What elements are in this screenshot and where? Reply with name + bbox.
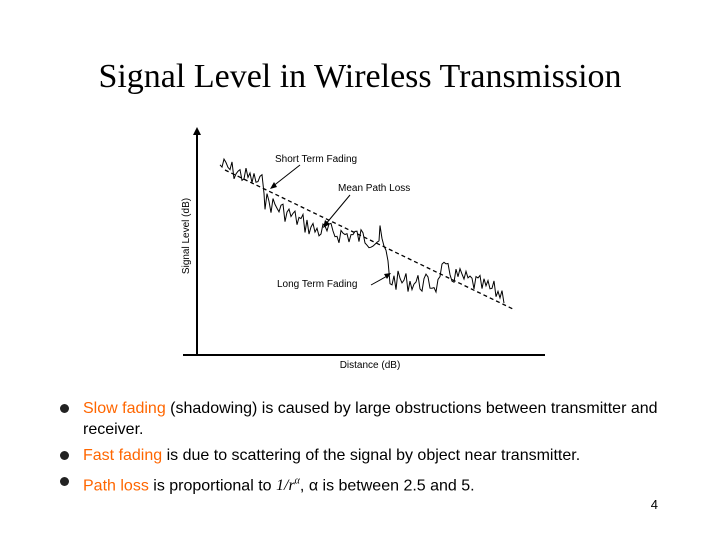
page-number: 4 [650,497,658,512]
annotation-short-term-fading: Short Term Fading [275,154,357,165]
y-axis-label: Signal Level (dB) [181,198,192,274]
short-term-arrowhead [270,182,277,189]
bullet-fast-fading: Fast fading is due to scattering of the … [60,445,660,466]
long-term-arrowhead [384,273,391,279]
signal-level-figure: Signal Level (dB) Distance (dB) Short Te… [181,127,545,371]
bullet-slow-fading: Slow fading (shadowing) is caused by lar… [60,398,660,440]
mean-path-loss-line [224,169,516,311]
mean-path-arrowhead [323,220,330,228]
bullet-dot [60,477,69,486]
bullet-text: , α is between 2.5 and 5. [299,477,475,495]
fading-signal-trace [219,157,505,304]
bullet-dot [60,451,69,460]
bullet-path-loss: Path loss is proportional to 1/rα, α is … [60,471,660,496]
slide-title: Signal Level in Wireless Transmission [98,58,622,95]
bullet-dot [60,404,69,413]
bullet-text: is due to scattering of the signal by ob… [162,447,581,464]
bullet-list: Slow fading (shadowing) is caused by lar… [60,398,660,501]
term-fast-fading: Fast fading [83,447,163,464]
term-path-loss: Path loss [83,477,149,495]
annotation-long-term-fading: Long Term Fading [277,279,357,290]
bullet-text: (shadowing) is caused by large obstructi… [83,400,658,438]
path-loss-formula: 1/rα [276,476,300,495]
mean-path-arrow [324,194,351,226]
term-slow-fading: Slow fading [83,400,166,417]
short-term-arrow [271,164,301,188]
y-axis-arrow [193,127,201,135]
annotation-mean-path-loss: Mean Path Loss [338,183,410,194]
bullet-text: is proportional to [148,477,276,495]
x-axis-label: Distance (dB) [340,360,401,371]
